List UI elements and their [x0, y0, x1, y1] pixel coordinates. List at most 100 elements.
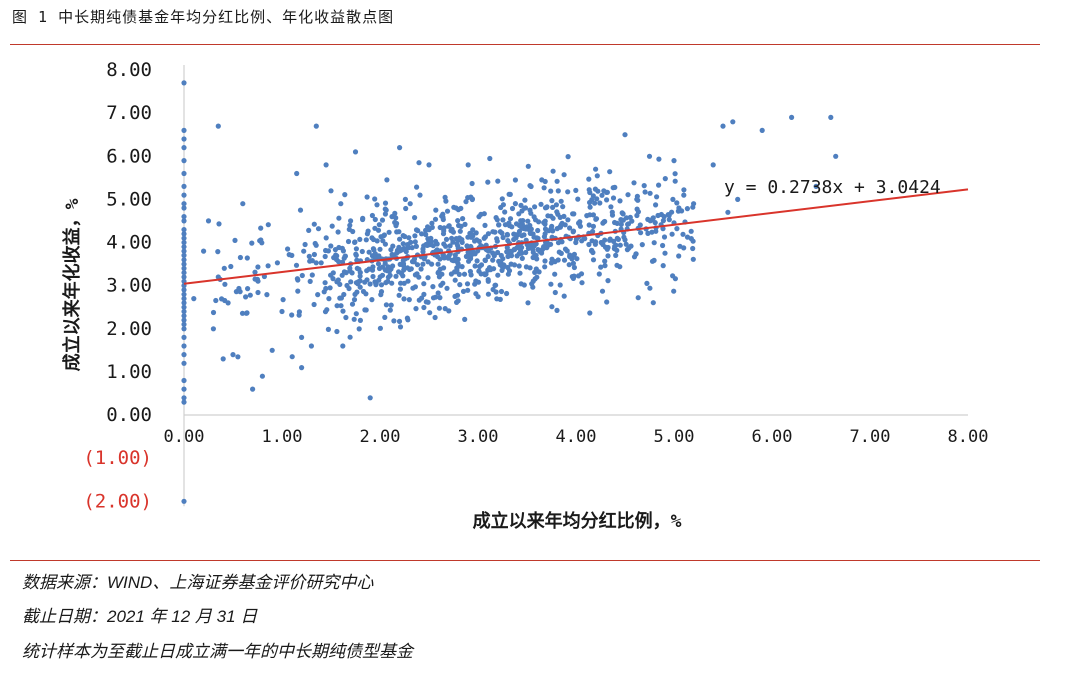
x-tick-label: 6.00	[752, 427, 793, 447]
data-point	[676, 205, 682, 211]
data-point	[230, 352, 236, 358]
data-point	[495, 178, 501, 184]
chart-trendline-group: y = 0.2738x + 3.0424	[183, 177, 969, 285]
data-point	[370, 273, 376, 280]
data-point	[377, 325, 383, 331]
data-point	[442, 306, 448, 312]
data-point	[369, 297, 375, 303]
data-point	[472, 263, 478, 269]
data-point	[613, 252, 619, 258]
data-point	[482, 222, 488, 228]
source-note: 数据来源：WIND、上海证券基金评价研究中心	[22, 573, 374, 592]
data-point	[306, 227, 312, 233]
data-point	[367, 281, 373, 287]
data-point	[680, 231, 686, 237]
data-point	[299, 365, 305, 371]
data-point	[587, 204, 593, 210]
x-tick-label: 7.00	[850, 427, 891, 447]
data-point	[554, 307, 560, 313]
data-point	[239, 310, 246, 316]
data-point	[400, 241, 406, 247]
data-point	[645, 216, 651, 222]
data-point	[542, 264, 548, 270]
data-point	[215, 249, 221, 255]
data-point	[541, 244, 547, 250]
data-point	[437, 224, 443, 231]
data-point	[466, 253, 472, 259]
data-point	[340, 248, 346, 254]
data-point	[397, 236, 403, 242]
data-point	[502, 209, 508, 215]
data-point	[385, 278, 391, 284]
data-point	[398, 270, 405, 277]
data-point	[571, 264, 578, 271]
data-point	[647, 285, 653, 291]
data-point	[530, 284, 536, 290]
data-point	[341, 255, 347, 261]
data-point	[341, 291, 347, 298]
data-point	[258, 225, 264, 231]
data-point	[518, 202, 524, 208]
figure-title: 图 1 中长期纯债基金年均分红比例、年化收益散点图	[12, 8, 395, 26]
data-point	[421, 281, 427, 287]
data-point	[443, 198, 449, 204]
data-point	[420, 261, 426, 267]
data-point	[666, 212, 672, 218]
data-point	[347, 222, 353, 228]
data-point	[279, 308, 285, 315]
data-point	[586, 222, 592, 228]
data-point	[625, 221, 631, 227]
data-point	[633, 251, 639, 257]
data-point	[352, 149, 359, 155]
data-point	[376, 222, 382, 228]
data-point	[573, 239, 579, 246]
y-tick-label: 1.00	[106, 361, 152, 383]
data-point	[397, 286, 403, 292]
data-point	[205, 218, 212, 224]
data-point	[350, 228, 356, 235]
data-point	[690, 245, 696, 252]
data-point	[289, 312, 295, 318]
data-point	[485, 248, 492, 254]
data-point	[565, 189, 571, 195]
data-point	[392, 219, 398, 226]
chart-labels: 0.00 1.00 2.00 3.00 4.00 5.00 6.00 7.00 8.00 8.00…	[61, 59, 988, 532]
data-point	[635, 209, 642, 215]
data-point	[181, 80, 187, 86]
data-point	[541, 185, 547, 191]
data-point	[522, 205, 528, 211]
data-point	[690, 238, 696, 244]
data-point	[457, 282, 463, 288]
data-point	[575, 196, 581, 202]
data-point	[499, 196, 505, 202]
data-point	[240, 201, 246, 207]
data-point	[478, 211, 484, 217]
data-point	[725, 209, 731, 215]
data-point	[414, 262, 421, 268]
data-point	[301, 248, 307, 254]
y-tick-label: 0.00	[106, 404, 152, 426]
data-point	[677, 243, 683, 249]
data-point	[579, 238, 585, 244]
data-point	[504, 290, 510, 297]
scatter-chart: y = 0.2738x + 3.0424 0.00 1.00 2.00 3.00 4.0…	[61, 59, 988, 532]
data-point	[671, 288, 677, 294]
data-point	[396, 292, 402, 298]
data-point	[482, 257, 488, 264]
data-point	[487, 155, 493, 162]
data-point	[360, 215, 366, 221]
chart-points	[181, 80, 839, 504]
data-point	[450, 258, 457, 264]
data-point	[669, 231, 675, 237]
data-point	[181, 257, 187, 263]
data-point	[468, 272, 474, 278]
data-point	[269, 347, 275, 353]
data-point	[378, 292, 384, 298]
data-point	[181, 274, 187, 280]
data-point	[497, 229, 503, 235]
data-point	[691, 201, 697, 207]
data-point	[639, 242, 645, 248]
data-point	[527, 207, 533, 213]
data-point	[325, 248, 331, 254]
data-point	[561, 213, 567, 219]
